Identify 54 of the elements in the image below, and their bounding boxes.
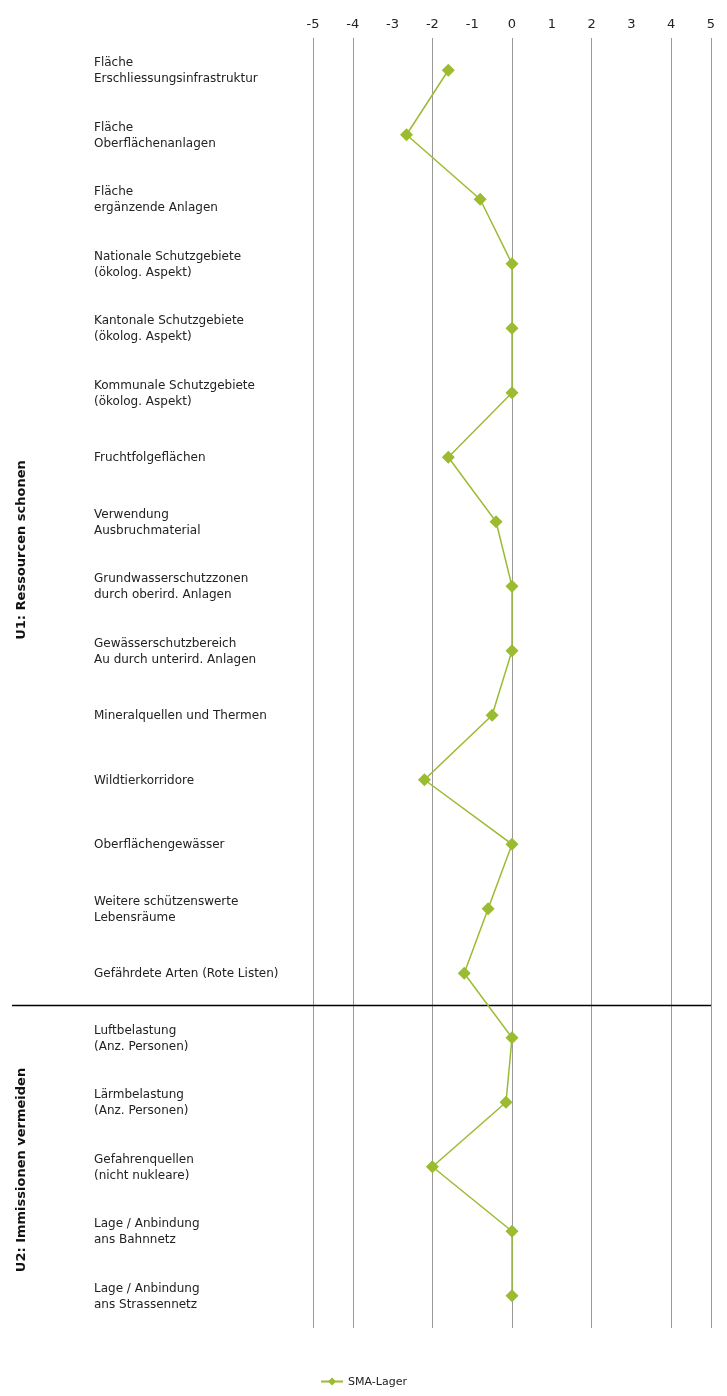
point [505,321,519,335]
point [425,1160,439,1174]
y-tick-label: Weitere schützenswerte Lebensräume [94,893,239,924]
y-tick-label: Wildtierkorridore [94,772,195,787]
point [485,708,499,722]
point [505,837,519,851]
y-tick-label: Nationale Schutzgebiete (ökolog. Aspekt) [94,248,242,279]
y-tick-label: Grundwasserschutzzonen durch oberird. Anlagen [94,571,249,602]
y-tick-label: Fläche Erschliessungsinfrastruktur [94,55,258,86]
x-tick-label: 2 [587,16,596,31]
y-tick-label: Kantonale Schutzgebiete (ökolog. Aspekt) [94,313,245,344]
y-tick-label: Gefährdete Arten (Rote Listen) [94,966,279,981]
y-tick-label: Lage / Anbindung ans Strassennetz [94,1280,200,1311]
point [505,257,519,271]
y-tick-label: Kommunale Schutzgebiete (ökolog. Aspekt) [94,377,255,408]
x-tick-label: -3 [386,16,400,31]
y-tick-label: Fläche ergänzende Anlagen [94,184,218,215]
text: U2: Immissionen vermeiden [12,1067,28,1273]
x-tick-label: 4 [667,16,676,31]
point [400,128,414,142]
point [417,773,431,787]
x-tick-label: 5 [706,16,716,31]
y-tick-label: Fläche Oberflächenanlagen [94,119,216,150]
x-tick-label: -5 [306,16,320,31]
legend-label: SMA-Lager [348,1375,408,1388]
point [473,192,487,206]
y-tick-label: Luftbelastung (Anz. Personen) [94,1022,189,1053]
point [499,1095,513,1109]
x-tick-label: -1 [465,16,479,31]
y-tick-label: Verwendung Ausbruchmaterial [94,506,201,537]
point [505,579,519,593]
y-tick-label: Oberflächengewässer [94,837,225,852]
point [457,966,471,980]
point [505,644,519,658]
point [505,1289,519,1303]
point [481,902,495,916]
y-tick-label: Mineralquellen und Thermen [94,708,267,723]
x-tick-label: 1 [547,16,556,31]
y-tick-label: Gefahrenquellen (nicht nukleare) [94,1151,194,1182]
point [505,1224,519,1238]
y-tick-label: Fruchtfolgeflächen [94,450,206,465]
point [441,63,455,77]
x-tick-label: 3 [627,16,636,31]
point [505,1031,519,1045]
x-tick-label: -2 [425,16,439,31]
y-tick-label: Lärmbelastung (Anz. Personen) [94,1087,189,1118]
point [441,450,455,464]
x-tick-label: 0 [507,16,517,31]
point [505,386,519,400]
y-tick-label: Lage / Anbindung ans Bahnnetz [94,1216,200,1247]
x-tick-label: -4 [346,16,360,31]
text: U1: Ressourcen schonen [12,460,28,640]
point [489,515,503,529]
y-tick-label: Gewässerschutzbereich Au durch unterird. Anlagen [94,635,257,666]
